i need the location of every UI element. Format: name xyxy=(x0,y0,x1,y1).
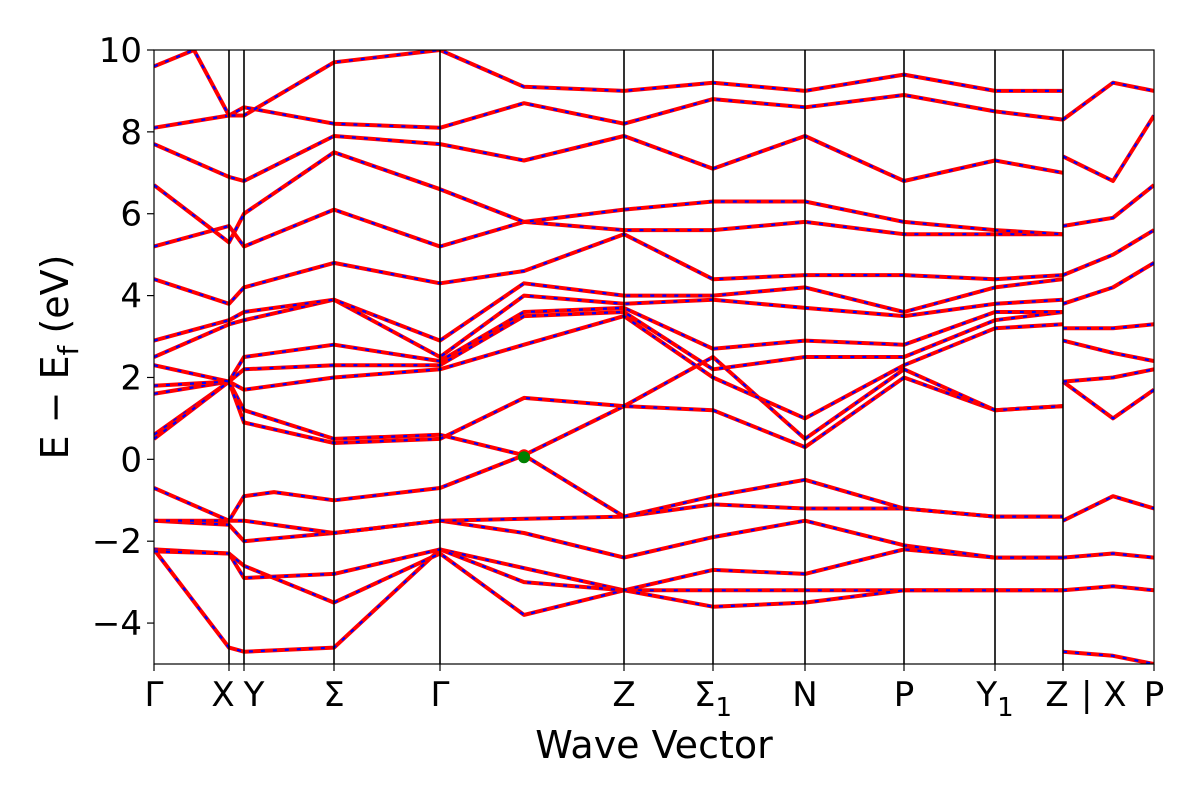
band-line-dft xyxy=(154,293,1064,359)
band-line-wannier xyxy=(1062,368,1154,383)
band-line-wannier xyxy=(1062,495,1154,522)
band-line-wannier xyxy=(154,548,1063,653)
band-line-wannier xyxy=(1062,261,1154,305)
band-line-wannier xyxy=(154,50,1063,117)
band-lines xyxy=(154,50,1154,664)
band-line-wannier xyxy=(154,548,1063,617)
y-axis-title-subscript: f xyxy=(52,344,85,355)
y-axis-title-prefix: E − E xyxy=(33,355,77,459)
band-line-dft xyxy=(154,93,1064,130)
band-line-wannier xyxy=(1062,650,1154,664)
band-line-wannier xyxy=(1062,229,1154,277)
x-axis-ticks: Γ X Y Σ Γ Z Σ1 N P Y1 Z | X P xyxy=(145,664,1165,723)
band-line-dft xyxy=(154,50,1063,118)
band-line-dft xyxy=(1062,183,1154,228)
band-line-wannier xyxy=(154,233,1064,306)
band-line-dft xyxy=(154,375,1064,458)
x-axis-title: Wave Vector xyxy=(535,723,773,767)
band-line-wannier xyxy=(1062,81,1154,121)
band-line-wannier xyxy=(154,355,1064,445)
y-axis-title: E − Ef (eV) xyxy=(33,255,85,460)
plot-frame xyxy=(153,49,1155,665)
y-tick-label: 2 xyxy=(120,358,142,398)
band-line-dft xyxy=(154,518,1063,560)
x-tick-label: | X xyxy=(1081,675,1127,715)
band-line-wannier xyxy=(1062,380,1154,420)
x-tick-label: Z xyxy=(1045,675,1068,715)
band-line-dft xyxy=(154,453,1063,523)
x-tick-label: Γ xyxy=(431,675,450,715)
band-line-wannier xyxy=(154,376,1064,457)
band-line-dft xyxy=(1062,494,1154,523)
y-tick-label: −4 xyxy=(92,604,142,644)
band-line-wannier xyxy=(154,151,1064,245)
band-line-wannier xyxy=(1062,184,1154,228)
band-line-wannier xyxy=(1063,323,1154,330)
x-tick-label: P xyxy=(894,675,915,715)
x-tick-label: Y xyxy=(243,675,265,715)
band-line-dft xyxy=(154,355,1064,445)
band-line-dft xyxy=(154,547,1063,654)
band-line-dft xyxy=(154,310,1064,388)
x-tick-label: Σ xyxy=(323,675,344,715)
crossing-marker xyxy=(518,451,530,464)
band-line-dft xyxy=(154,547,1063,617)
band-line-wannier xyxy=(154,93,1064,129)
band-line-wannier xyxy=(1062,585,1154,592)
y-tick-label: −2 xyxy=(92,522,142,562)
band-line-dft xyxy=(154,134,1064,183)
x-tick-label: Z xyxy=(612,675,635,715)
y-axis-title-suffix: (eV) xyxy=(33,255,77,346)
x-tick-label: N xyxy=(792,675,817,715)
y-tick-label: 0 xyxy=(120,440,142,480)
x-tick-label: Γ xyxy=(145,675,164,715)
band-line-wannier xyxy=(154,314,1064,420)
y-tick-label: 8 xyxy=(120,113,142,153)
band-line-wannier xyxy=(154,208,1063,248)
band-crossing-markers xyxy=(518,449,530,464)
band-line-dft xyxy=(1061,80,1154,122)
band-line-wannier xyxy=(1062,552,1154,559)
band-line-dft xyxy=(1062,114,1154,183)
y-axis-ticks: −4 −2 0 2 4 6 8 10 xyxy=(92,31,154,644)
y-tick-label: 10 xyxy=(99,31,142,71)
kpoint-divider-lines xyxy=(228,50,1064,664)
x-tick-label: Σ1 xyxy=(694,675,732,723)
band-line-dft xyxy=(154,277,1064,343)
x-tick-label: P xyxy=(1144,675,1165,715)
band-line-wannier xyxy=(154,548,1063,592)
x-tick-label: X xyxy=(211,675,234,715)
band-line-wannier xyxy=(1062,339,1154,363)
band-line-dft xyxy=(1061,379,1154,421)
band-line-wannier xyxy=(154,306,1063,383)
x-tick-label: Y1 xyxy=(975,675,1013,723)
y-tick-label: 6 xyxy=(120,195,142,235)
band-line-wannier xyxy=(1062,114,1154,183)
y-tick-label: 4 xyxy=(120,277,142,317)
